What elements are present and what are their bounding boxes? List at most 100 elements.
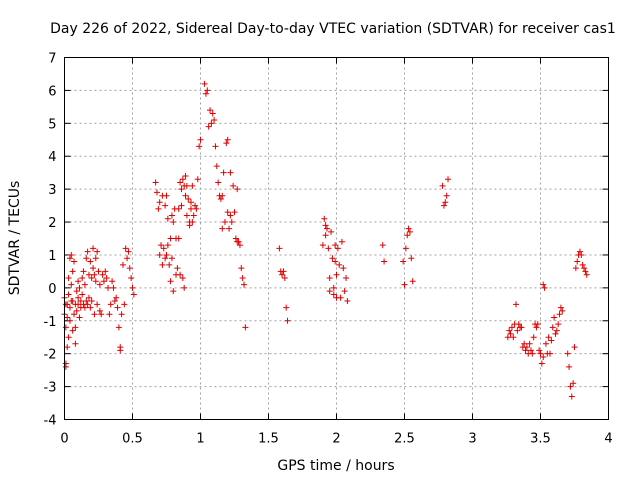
data-point — [88, 274, 95, 281]
y-tick-label: 4 — [48, 150, 56, 165]
x-tick-label: 3 — [468, 432, 476, 447]
data-point — [80, 268, 87, 275]
data-point — [574, 258, 581, 265]
data-point — [549, 324, 556, 331]
data-point — [96, 307, 103, 314]
data-point — [185, 196, 192, 203]
data-point — [166, 261, 173, 268]
data-point — [205, 123, 212, 130]
data-point — [68, 281, 75, 288]
data-point — [179, 274, 186, 281]
data-point — [537, 350, 544, 357]
data-point — [113, 294, 120, 301]
data-point — [328, 228, 335, 235]
data-point — [326, 274, 333, 281]
data-point — [534, 321, 541, 328]
data-point — [183, 212, 190, 219]
data-point — [209, 110, 216, 117]
data-point — [566, 363, 573, 370]
data-point — [409, 278, 416, 285]
data-point — [179, 176, 186, 183]
data-point — [523, 344, 530, 351]
data-point — [555, 321, 562, 328]
data-point — [221, 219, 228, 226]
data-point — [98, 311, 105, 318]
data-point — [193, 205, 200, 212]
data-point — [118, 311, 125, 318]
data-point — [281, 274, 288, 281]
data-point — [404, 232, 411, 239]
y-tick-label: 7 — [48, 52, 56, 67]
data-point — [211, 117, 218, 124]
data-point — [545, 334, 552, 341]
data-point — [439, 182, 446, 189]
data-point — [276, 245, 283, 252]
data-point — [181, 284, 188, 291]
data-point — [126, 265, 133, 272]
data-point — [105, 284, 112, 291]
data-point — [87, 304, 94, 311]
data-point — [402, 245, 409, 252]
data-point — [124, 255, 131, 262]
data-point — [332, 242, 339, 249]
data-point — [109, 278, 116, 285]
data-point — [66, 255, 73, 262]
data-point — [227, 169, 234, 176]
data-point — [215, 179, 222, 186]
data-point — [552, 330, 559, 337]
data-point — [401, 281, 408, 288]
y-tick-label: 3 — [48, 183, 56, 198]
data-point — [208, 120, 215, 127]
data-point — [231, 209, 238, 216]
data-point — [87, 258, 94, 265]
y-tick-label: 1 — [48, 249, 56, 264]
x-tick-label: 2 — [332, 432, 340, 447]
data-point — [228, 219, 235, 226]
data-point — [578, 251, 585, 258]
y-tick-label: -3 — [44, 381, 57, 396]
data-point — [167, 278, 174, 285]
data-point — [344, 298, 351, 305]
data-point — [445, 176, 452, 183]
data-point — [583, 271, 590, 278]
data-point — [111, 298, 118, 305]
data-point — [85, 294, 92, 301]
data-point — [183, 182, 190, 189]
data-point — [114, 304, 121, 311]
data-point — [538, 360, 545, 367]
data-point — [381, 258, 388, 265]
data-point — [232, 235, 239, 242]
data-point — [153, 189, 160, 196]
data-point — [178, 186, 185, 193]
data-point — [128, 274, 135, 281]
data-point — [518, 324, 525, 331]
y-tick-label: -4 — [44, 414, 57, 429]
data-point — [279, 271, 286, 278]
data-point — [81, 281, 88, 288]
data-point — [100, 278, 107, 285]
y-axis-label: SDTVAR / TECUs — [7, 181, 23, 296]
data-point — [88, 298, 95, 305]
data-point — [207, 107, 214, 114]
data-point — [162, 202, 169, 209]
data-point — [170, 288, 177, 295]
data-point — [332, 258, 339, 265]
data-point — [235, 238, 242, 245]
data-point — [182, 172, 189, 179]
data-point — [156, 251, 163, 258]
data-point — [196, 143, 203, 150]
data-point — [224, 209, 231, 216]
data-point — [322, 222, 329, 229]
data-point — [66, 304, 73, 311]
data-point — [178, 202, 185, 209]
plot-frame — [64, 57, 609, 420]
data-point — [504, 334, 511, 341]
data-point — [122, 245, 129, 252]
data-point — [155, 205, 162, 212]
data-point — [510, 334, 517, 341]
y-tick-label: 6 — [48, 84, 56, 99]
data-point — [68, 251, 75, 258]
data-point — [159, 261, 166, 268]
data-point — [168, 212, 175, 219]
data-point — [556, 311, 563, 318]
